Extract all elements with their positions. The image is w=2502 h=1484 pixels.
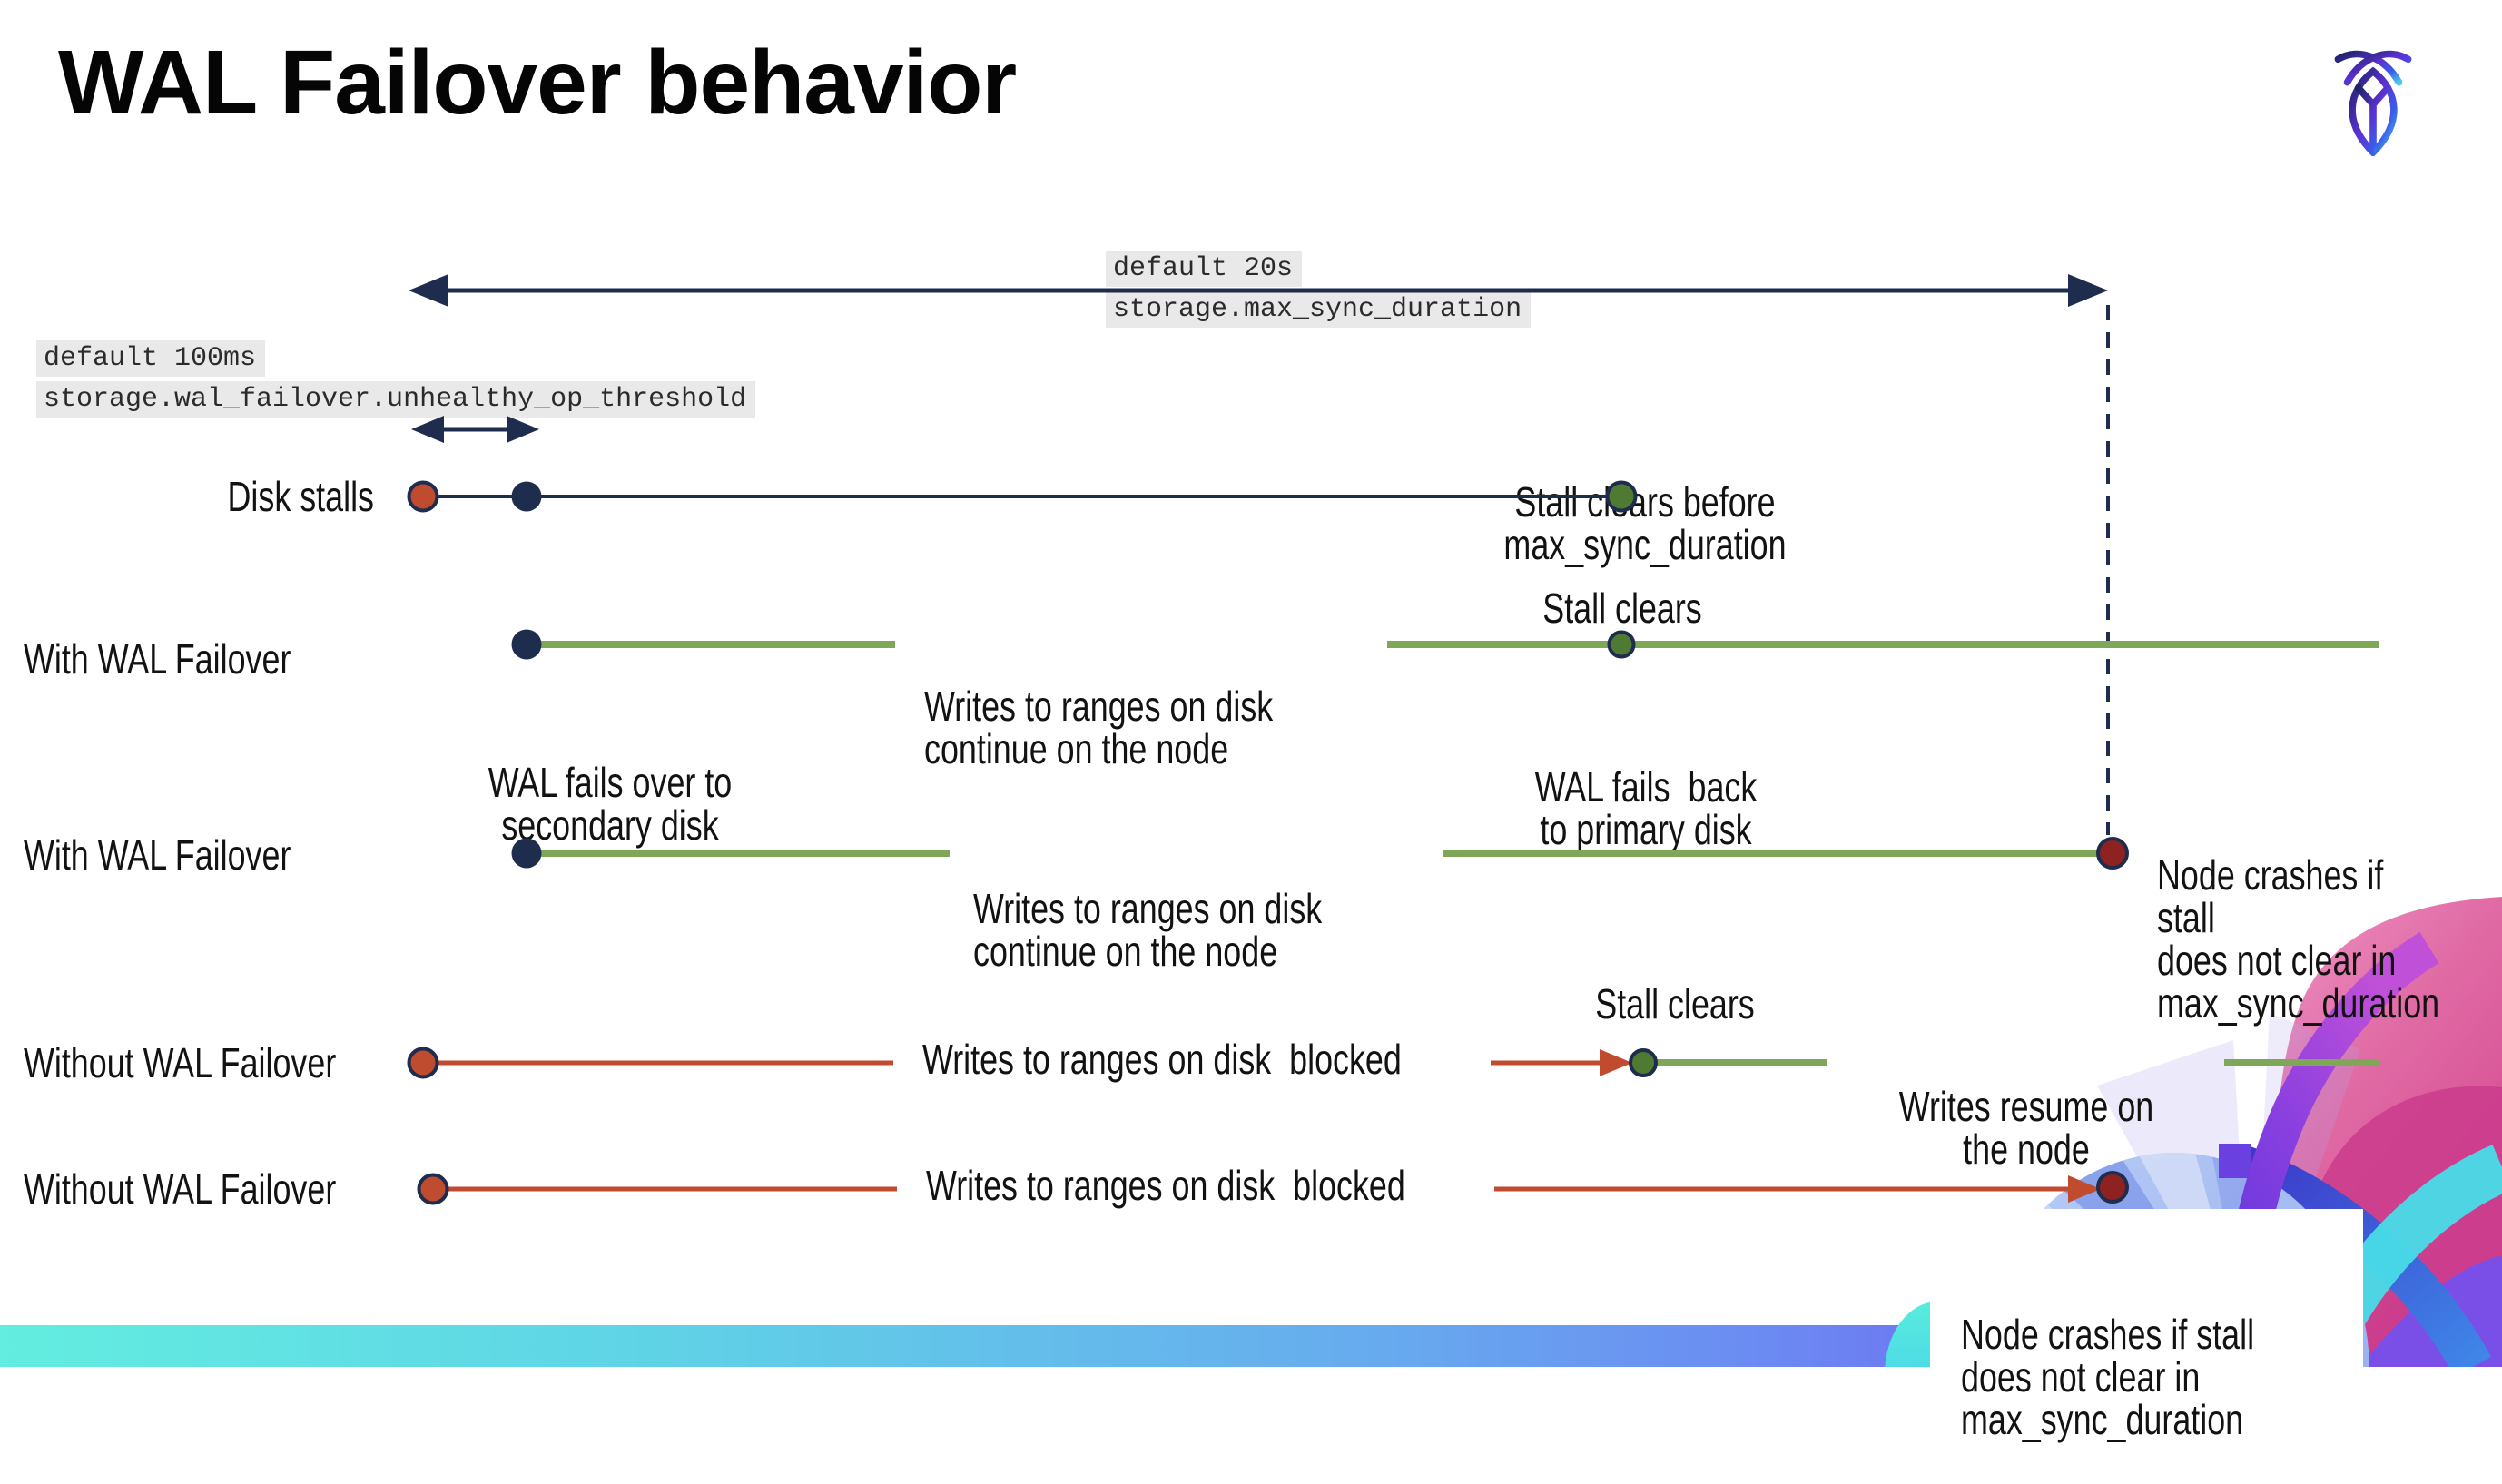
stall-clears-dot <box>1607 630 1636 659</box>
note-wal-fails-back: WAL fails back to primary disk <box>1534 763 1758 853</box>
threshold-setting-label: storage.wal_failover.unhealthy_op_thresh… <box>36 381 756 418</box>
max-sync-duration-callout: default 20s storage.max_sync_duration <box>1106 251 1532 332</box>
row-label-disk-stalls: Disk stalls <box>227 473 374 520</box>
max-sync-default-label: default 20s <box>1106 251 1303 287</box>
note-writes-resume: Writes resume on the node <box>1898 1083 2154 1173</box>
note-writes-continue-row3: Writes to ranges on disk continue on the … <box>973 885 1323 975</box>
note-stall-clears-before: Stall clears before max_sync_duration <box>1503 478 1787 568</box>
threshold-dot <box>511 481 542 512</box>
crash-note-box <box>1930 1209 2363 1367</box>
row-label-without-wal-failover-1: Without WAL Failover <box>24 1039 337 1086</box>
node-crash-dot <box>2096 837 2129 870</box>
failover-dot <box>511 629 542 660</box>
threshold-default-label: default 100ms <box>36 340 266 377</box>
note-writes-blocked-row4: Writes to ranges on disk blocked <box>922 1036 1402 1083</box>
row-label-without-wal-failover-2: Without WAL Failover <box>24 1165 337 1213</box>
unhealthy-op-threshold-callout: default 100ms storage.wal_failover.unhea… <box>36 340 756 422</box>
note-node-crashes-row3: Node crashes if stall does not clear in ma… <box>2157 851 2440 1027</box>
cockroachdb-logo-icon <box>2334 50 2412 156</box>
note-writes-continue-row2: Writes to ranges on disk continue on the … <box>924 683 1274 772</box>
note-node-crashes-row5: Node crashes if stall does not clear in ma… <box>1961 1311 2255 1443</box>
stall-start-dot <box>407 1047 439 1079</box>
stall-start-dot <box>417 1173 449 1205</box>
note-stall-clears-row2: Stall clears <box>1542 585 1702 632</box>
row-label-with-wal-failover-2: With WAL Failover <box>24 831 291 879</box>
note-wal-fails-over: WAL fails over to secondary disk <box>488 759 733 849</box>
page-title: WAL Failover behavior <box>58 32 1017 133</box>
stall-start-dot <box>407 480 439 513</box>
stall-clears-dot <box>1629 1048 1658 1077</box>
note-writes-blocked-row5: Writes to ranges on disk blocked <box>926 1162 1405 1209</box>
max-sync-setting-label: storage.max_sync_duration <box>1106 291 1532 328</box>
row-label-with-wal-failover-1: With WAL Failover <box>24 635 291 683</box>
timeline-with-wal-1 <box>511 629 2379 660</box>
note-stall-clears-row4: Stall clears <box>1595 980 1755 1027</box>
